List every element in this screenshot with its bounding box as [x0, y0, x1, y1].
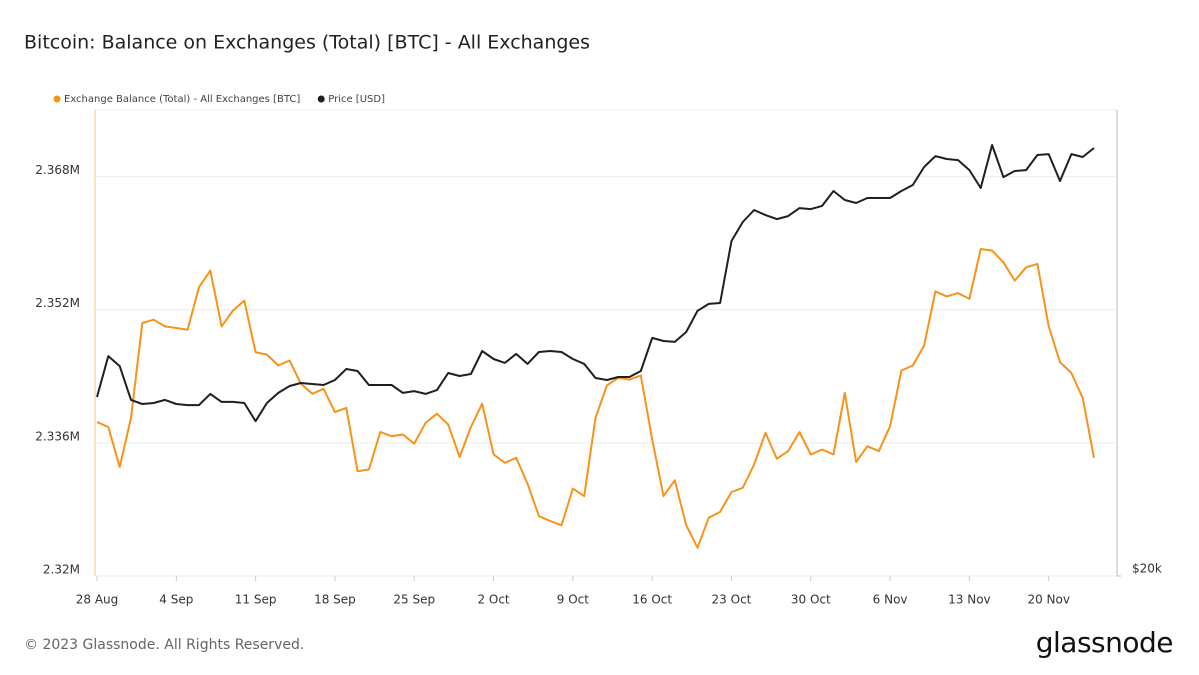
series-line: [96, 144, 1095, 423]
x-tick-label: 23 Oct: [712, 593, 752, 607]
x-tick-label: 2 Oct: [477, 593, 509, 607]
footer: © 2023 Glassnode. All Rights Reserved.: [24, 637, 304, 653]
chart-title: Bitcoin: Balance on Exchanges (Total) [B…: [24, 32, 590, 54]
brand-logo: glassnode: [1036, 626, 1173, 659]
x-tick-label: 9 Oct: [557, 593, 589, 607]
legend-label: Exchange Balance (Total) - All Exchanges…: [64, 94, 300, 105]
x-tick-label: 25 Sep: [393, 593, 435, 607]
x-tick-label: 18 Sep: [314, 593, 356, 607]
y-tick-label: 2.32M: [43, 563, 80, 577]
y-tick-label: 2.336M: [35, 429, 80, 443]
x-tick-label: 13 Nov: [948, 593, 991, 607]
series-line: [96, 248, 1095, 549]
y2-tick-label: $20k: [1132, 562, 1162, 576]
legend-label: Price [USD]: [328, 94, 385, 105]
legend-swatch: [317, 95, 325, 103]
x-tick-label: 11 Sep: [235, 593, 277, 607]
y-tick-label: 2.352M: [35, 296, 80, 310]
x-tick-label: 4 Sep: [159, 593, 193, 607]
x-tick-label: 20 Nov: [1027, 593, 1070, 607]
x-tick-label: 16 Oct: [632, 593, 672, 607]
x-tick-label: 6 Nov: [873, 593, 908, 607]
x-tick-label: 30 Oct: [791, 593, 831, 607]
legend-swatch: [53, 95, 61, 103]
x-tick-label: 28 Aug: [76, 593, 119, 607]
y-tick-label: 2.368M: [35, 163, 80, 177]
